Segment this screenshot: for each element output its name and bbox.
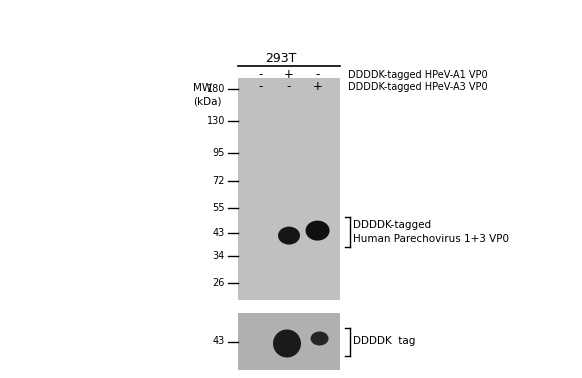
Text: DDDDK  tag: DDDDK tag <box>353 336 416 347</box>
Text: 130: 130 <box>207 116 225 126</box>
Text: 34: 34 <box>213 251 225 261</box>
Text: +: + <box>313 81 322 93</box>
Text: (kDa): (kDa) <box>193 96 222 106</box>
Text: -: - <box>258 68 262 82</box>
Bar <box>238 313 340 370</box>
Text: MW: MW <box>193 83 212 93</box>
Bar <box>238 78 340 300</box>
Text: -: - <box>258 81 262 93</box>
Text: +: + <box>284 68 294 82</box>
Text: Human Parechovirus 1+3 VP0: Human Parechovirus 1+3 VP0 <box>353 234 509 243</box>
Text: 72: 72 <box>212 176 225 186</box>
Text: 55: 55 <box>212 203 225 213</box>
Ellipse shape <box>306 221 329 241</box>
Text: -: - <box>315 68 320 82</box>
Text: -: - <box>287 81 291 93</box>
Text: 293T: 293T <box>265 52 296 65</box>
Ellipse shape <box>278 226 300 245</box>
Text: 180: 180 <box>207 84 225 94</box>
Text: 43: 43 <box>213 336 225 347</box>
Text: DDDDK-tagged HPeV-A3 VP0: DDDDK-tagged HPeV-A3 VP0 <box>348 82 488 92</box>
Text: DDDDK-tagged HPeV-A1 VP0: DDDDK-tagged HPeV-A1 VP0 <box>348 70 488 80</box>
Ellipse shape <box>311 332 329 345</box>
Ellipse shape <box>273 330 301 358</box>
Text: 43: 43 <box>213 228 225 238</box>
Text: 26: 26 <box>212 278 225 288</box>
Text: 95: 95 <box>212 148 225 158</box>
Text: DDDDK-tagged: DDDDK-tagged <box>353 220 431 229</box>
